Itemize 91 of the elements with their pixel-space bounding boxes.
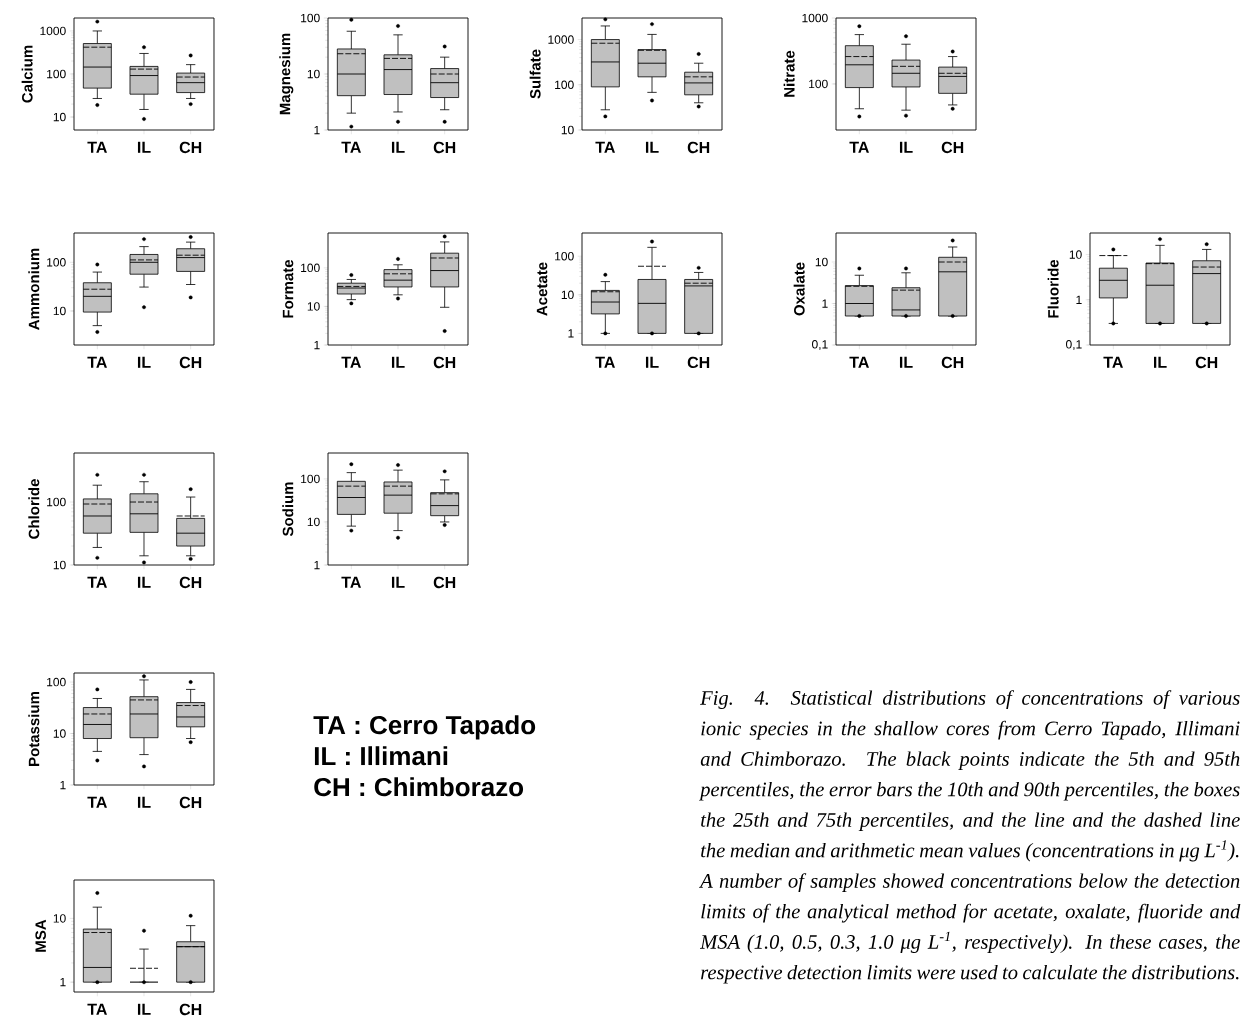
y-tick-label: 10 <box>53 729 66 738</box>
x-tick-label: TA <box>87 576 107 588</box>
y-tick-label: 1 <box>568 329 574 338</box>
x-tick-label: CH <box>687 141 710 154</box>
x-tick-label: CH <box>433 356 456 369</box>
x-tick-label: CH <box>941 141 964 154</box>
y-axis-title: Magnesium <box>279 33 294 115</box>
x-tick-label: CH <box>179 141 202 154</box>
y-tick-label: 100 <box>301 474 320 484</box>
y-tick-label: 10 <box>307 69 320 79</box>
y-tick-label: 1 <box>60 978 66 987</box>
x-tick-label: CH <box>433 141 456 154</box>
y-tick-label: 10 <box>53 112 66 122</box>
y-tick-label: 100 <box>301 263 320 273</box>
y-axis-title: Potassium <box>28 692 40 766</box>
y-tick-label: 0,1 <box>1066 340 1082 350</box>
y-axis-title: Fluoride <box>1047 259 1059 318</box>
y-tick-label: 1 <box>60 780 66 790</box>
x-tick-label: TA <box>87 356 107 368</box>
x-tick-label: CH <box>179 796 202 809</box>
y-tick-label: 1 <box>314 340 320 350</box>
x-tick-label: TA <box>341 576 361 588</box>
y-axis-title: Acetate <box>536 262 548 316</box>
x-tick-label: CH <box>433 576 456 589</box>
y-tick-label: 1 <box>314 125 320 135</box>
y-tick-label: 10 <box>53 914 66 923</box>
y-tick-label: 1000 <box>802 13 828 23</box>
text: TA : Cerro Tapado <box>313 715 536 740</box>
y-tick-label: 10 <box>1069 250 1082 259</box>
y-tick-label: 100 <box>555 80 574 90</box>
x-tick-label: IL <box>391 141 405 153</box>
y-tick-label: 10 <box>53 560 66 570</box>
y-tick-label: 1 <box>1076 295 1082 304</box>
y-tick-label: 10 <box>53 306 66 316</box>
y-tick-label: 1 <box>822 299 828 308</box>
y-axis-title: Calcium <box>21 45 33 103</box>
x-tick-label: IL <box>137 1003 151 1015</box>
y-axis-title: Oxalate <box>793 262 805 316</box>
x-tick-label: IL <box>137 796 151 808</box>
y-tick-label: 100 <box>47 497 66 507</box>
text: Fig. 4. Statistical distributions of concentrations of various ionic species in the shallow cores from Cerro Tapado, Illimani and Chimborazo. The black points indicate the 5th and 95th percentiles, the error bars the 10th and 90th percentiles, the boxes the 25th and 75th percentiles, and the line and the dashed line the median and arithmetic mean values (concentrations in μg L$^{-1}$). A number of samples showed concentrations below the detection limits of the analytical method for acetate, oxalate, fluoride and MSA (1.0, 0.5, 0.3, 1.0 μg L$^{-1}$, respectively). In these cases, the respective detection limits were used to calculate the distributions. <box>699 690 1241 984</box>
y-tick-label: 100 <box>555 251 574 261</box>
x-tick-label: TA <box>849 356 869 368</box>
x-tick-label: TA <box>595 141 615 153</box>
y-tick-label: 10 <box>815 257 828 267</box>
x-tick-label: IL <box>137 576 151 588</box>
y-axis-title: Formate <box>282 259 294 318</box>
y-tick-label: 1000 <box>40 26 66 36</box>
x-tick-label: CH <box>687 356 710 369</box>
y-tick-label: 10 <box>307 302 320 311</box>
y-tick-label: 100 <box>47 69 66 79</box>
y-tick-label: 10 <box>561 125 574 135</box>
x-tick-label: CH <box>179 576 202 589</box>
y-axis-title: Chloride <box>28 479 40 539</box>
x-tick-label: IL <box>645 356 659 368</box>
y-tick-label: 100 <box>301 13 320 23</box>
x-tick-label: TA <box>87 796 107 808</box>
y-tick-label: 1000 <box>548 35 574 44</box>
x-tick-label: IL <box>391 576 405 588</box>
y-tick-label: 10 <box>561 290 574 300</box>
x-tick-label: IL <box>137 356 151 368</box>
y-tick-label: 100 <box>47 677 66 687</box>
x-tick-label: CH <box>179 356 202 369</box>
x-tick-label: CH <box>1195 356 1218 369</box>
x-tick-label: IL <box>391 356 405 368</box>
x-tick-label: TA <box>849 141 869 153</box>
x-tick-label: TA <box>87 1003 107 1015</box>
x-tick-label: TA <box>341 141 361 153</box>
x-tick-label: TA <box>341 356 361 368</box>
x-tick-label: IL <box>899 356 913 368</box>
x-tick-label: IL <box>645 141 659 153</box>
x-tick-label: CH <box>179 1003 202 1016</box>
y-axis-title: Nitrate <box>783 50 795 97</box>
x-tick-label: IL <box>137 141 151 153</box>
x-tick-label: IL <box>1153 356 1167 368</box>
x-tick-label: TA <box>1103 356 1123 368</box>
y-tick-label: 10 <box>307 517 320 527</box>
y-axis-title: Ammonium <box>28 248 40 330</box>
text: CH : Chimborazo <box>314 777 524 797</box>
y-tick-label: 100 <box>809 79 828 89</box>
x-tick-label: IL <box>899 141 913 153</box>
x-tick-label: TA <box>87 141 107 153</box>
y-tick-label: 1 <box>314 560 320 570</box>
text: IL : Illimani <box>314 746 448 766</box>
y-axis-title: Sulfate <box>529 49 541 99</box>
y-axis-title: Sodium <box>282 482 294 537</box>
y-axis-title: MSA <box>35 919 46 952</box>
x-tick-label: CH <box>941 356 964 369</box>
y-tick-label: 100 <box>47 258 66 267</box>
x-tick-label: TA <box>595 356 615 368</box>
y-tick-label: 0,1 <box>812 340 828 350</box>
